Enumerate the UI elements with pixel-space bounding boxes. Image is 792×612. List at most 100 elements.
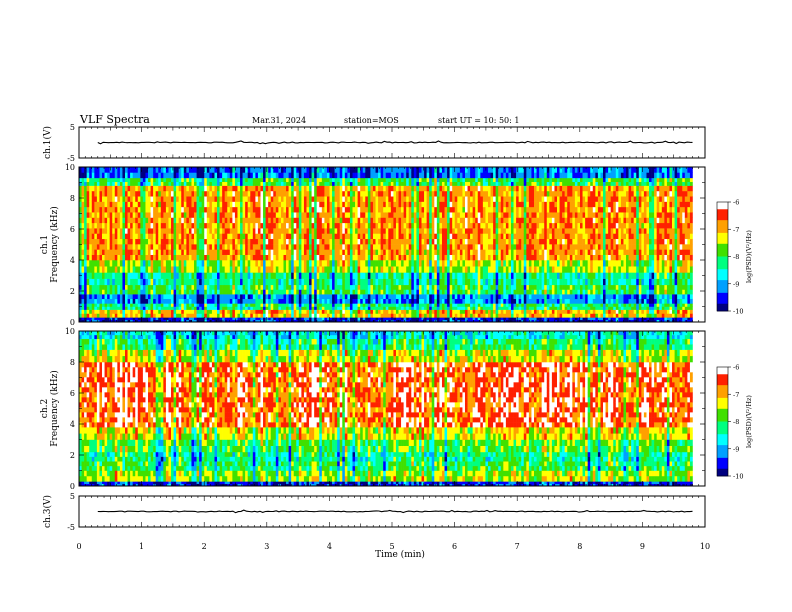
colorbar-swatch bbox=[717, 396, 728, 399]
colorbar-swatch bbox=[717, 430, 728, 433]
colorbar-swatch bbox=[717, 251, 728, 254]
y-tick-label: 4 bbox=[70, 256, 75, 265]
colorbar-swatch bbox=[717, 274, 728, 277]
colorbar-tick-label: -8 bbox=[733, 418, 739, 426]
colorbar-swatch bbox=[717, 426, 728, 430]
ch1-voltage-panel: 5 -5 ch.1(V) bbox=[42, 123, 706, 163]
y-axis-label: ch.1Frequency (kHz) bbox=[40, 206, 60, 283]
y-tick-label: 8 bbox=[70, 194, 75, 203]
x-tick-label: 10 bbox=[700, 542, 710, 551]
colorbar-swatch bbox=[717, 269, 728, 272]
x-axis-label: Time (min) bbox=[375, 549, 425, 560]
colorbar-swatch bbox=[717, 448, 728, 451]
colorbar-swatch bbox=[717, 377, 728, 381]
colorbar-swatch bbox=[717, 465, 728, 468]
colorbar-swatch bbox=[717, 388, 728, 392]
colorbar-swatch bbox=[717, 231, 728, 234]
colorbar-swatch bbox=[717, 367, 728, 370]
x-tick-label: 2 bbox=[202, 542, 207, 551]
colorbar-swatch bbox=[717, 445, 728, 448]
colorbar-swatch bbox=[717, 307, 728, 310]
colorbar-swatch bbox=[717, 211, 728, 214]
x-tick-label: 3 bbox=[264, 542, 269, 551]
colorbar-swatch bbox=[717, 241, 728, 245]
x-tick-label: 4 bbox=[327, 542, 332, 551]
x-tick-label: 5 bbox=[389, 542, 394, 551]
colorbar-swatch bbox=[717, 450, 728, 453]
y-tick-label: 0 bbox=[70, 318, 75, 327]
colorbar-swatch bbox=[717, 446, 728, 450]
colorbar-swatch bbox=[717, 261, 728, 265]
colorbar-swatch bbox=[717, 434, 728, 437]
x-tick-label: 7 bbox=[515, 542, 520, 551]
colorbar-swatch bbox=[717, 463, 728, 466]
x-tick-label: 8 bbox=[577, 542, 582, 551]
colorbar-swatch bbox=[717, 417, 728, 421]
colorbar-swatch bbox=[717, 258, 728, 261]
colorbar-swatch bbox=[717, 454, 728, 457]
colorbar-swatch bbox=[717, 436, 728, 439]
colorbar-swatch bbox=[717, 285, 728, 288]
colorbar-swatch bbox=[717, 372, 728, 375]
colorbar-swatch bbox=[717, 272, 728, 276]
colorbar-swatch bbox=[717, 220, 728, 223]
colorbar-swatch bbox=[717, 249, 728, 252]
colorbar-swatch bbox=[717, 466, 728, 470]
colorbar-swatch bbox=[717, 283, 728, 286]
colorbar-swatch bbox=[717, 419, 728, 422]
colorbar-swatch bbox=[717, 245, 728, 248]
colorbar-swatch bbox=[717, 243, 728, 246]
colorbar-swatch bbox=[717, 221, 728, 225]
colorbar-swatch bbox=[717, 247, 728, 250]
colorbar-swatch bbox=[717, 425, 728, 428]
colorbar-swatch bbox=[717, 240, 728, 243]
colorbar-swatch bbox=[717, 260, 728, 263]
colorbar-swatch bbox=[717, 225, 728, 228]
colorbar-swatch bbox=[717, 421, 728, 424]
colorbar-swatch bbox=[717, 267, 728, 270]
colorbar-swatch bbox=[717, 457, 728, 461]
chart-title: VLF Spectra bbox=[79, 113, 150, 126]
colorbar-swatch bbox=[717, 414, 728, 417]
colorbar-swatch bbox=[717, 278, 728, 281]
colorbar-swatch bbox=[717, 238, 728, 241]
colorbar-label: log(PSD)(V²/Hz) bbox=[745, 230, 753, 283]
colorbar-swatch bbox=[717, 470, 728, 473]
colorbar-swatch bbox=[717, 408, 728, 411]
colorbar-swatch bbox=[717, 300, 728, 303]
colorbar-swatch bbox=[717, 443, 728, 446]
colorbar-swatch bbox=[717, 392, 728, 395]
colorbar-swatch bbox=[717, 403, 728, 406]
colorbar-swatch bbox=[717, 405, 728, 408]
colorbar-swatch bbox=[717, 291, 728, 294]
y-tick-label: 2 bbox=[70, 451, 75, 460]
y-tick-label: 4 bbox=[70, 420, 75, 429]
y-tick-label: 6 bbox=[70, 225, 75, 234]
colorbar-swatch bbox=[717, 252, 728, 256]
colorbar-swatch bbox=[717, 386, 728, 390]
colorbar-swatch bbox=[717, 432, 728, 435]
colorbar-swatch bbox=[717, 385, 728, 388]
colorbar-swatch bbox=[717, 303, 728, 306]
colorbar-tick-label: -9 bbox=[733, 445, 739, 453]
x-tick-label: 0 bbox=[76, 542, 81, 551]
colorbar-tick-label: -9 bbox=[733, 280, 739, 288]
colorbar-swatch bbox=[717, 203, 728, 207]
x-tick-label: 6 bbox=[452, 542, 457, 551]
colorbar-swatch bbox=[717, 301, 728, 305]
colorbar-swatch bbox=[717, 287, 728, 290]
colorbar-swatch bbox=[717, 254, 728, 257]
colorbar-swatch bbox=[717, 406, 728, 410]
colorbar-tick-label: -6 bbox=[733, 364, 739, 372]
colorbar-swatch bbox=[717, 437, 728, 441]
colorbar-swatch bbox=[717, 423, 728, 426]
spectrogram-image bbox=[79, 331, 693, 487]
colorbar-swatch bbox=[717, 263, 728, 266]
colorbar-swatch bbox=[717, 394, 728, 397]
colorbar-swatch bbox=[717, 397, 728, 401]
y-tick-label: -5 bbox=[67, 523, 75, 532]
colorbar-swatch bbox=[717, 401, 728, 404]
voltage-trace bbox=[97, 509, 693, 514]
voltage-trace bbox=[97, 140, 693, 145]
header-station: station=MOS bbox=[344, 116, 399, 125]
